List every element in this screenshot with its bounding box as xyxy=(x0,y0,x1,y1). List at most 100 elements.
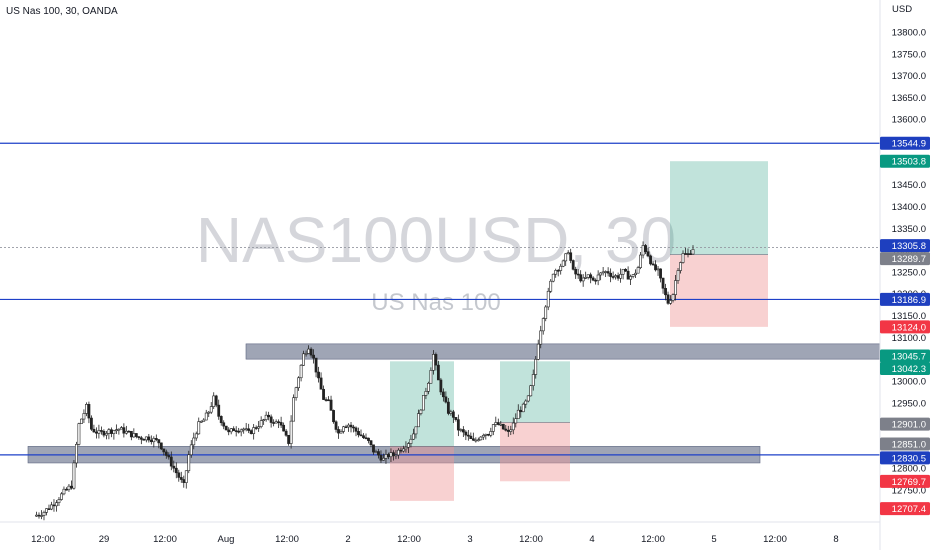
candle-body xyxy=(254,427,258,429)
candle-body xyxy=(541,318,545,332)
candle-body xyxy=(297,377,300,389)
candle-body xyxy=(409,438,413,444)
candle-body xyxy=(207,411,211,414)
candle-body xyxy=(491,424,495,432)
candle-body xyxy=(152,438,156,443)
chart-title: US Nas 100, 30, OANDA xyxy=(6,6,118,17)
candle-body xyxy=(556,270,560,272)
price-badge-3 xyxy=(880,252,930,266)
candle-body xyxy=(57,499,61,503)
candle-body xyxy=(581,277,585,282)
candle-body xyxy=(574,269,578,275)
price-tick-label: 13100.0 xyxy=(892,333,926,344)
candle-body xyxy=(536,343,540,360)
candle-body xyxy=(689,253,692,255)
candle-body xyxy=(451,411,455,418)
price-tick-label: 13150.0 xyxy=(892,311,926,322)
price-tick-label: 13350.0 xyxy=(892,224,926,235)
candle-body xyxy=(641,245,645,256)
candle-body xyxy=(609,272,613,277)
candle-body xyxy=(566,252,570,255)
price-badge-label: 13544.9 xyxy=(892,139,926,150)
candle-body xyxy=(359,434,363,437)
candle-body xyxy=(402,448,405,452)
candle-body xyxy=(407,443,410,448)
candle-body xyxy=(466,434,470,437)
candle-body xyxy=(362,435,365,438)
candle-body xyxy=(322,388,325,400)
candle-body xyxy=(656,268,660,271)
candle-body xyxy=(337,429,340,434)
candle-body xyxy=(589,274,593,279)
time-tick-label: Aug xyxy=(218,534,235,545)
candle-body xyxy=(367,437,370,441)
candle-body xyxy=(312,354,315,359)
candle-body xyxy=(636,267,640,274)
candle-body xyxy=(364,437,368,439)
candle-body xyxy=(302,353,305,366)
candle-body xyxy=(521,403,525,413)
candle-body xyxy=(634,272,637,276)
candle-body xyxy=(559,265,563,271)
candle-body xyxy=(352,426,355,429)
candle-body xyxy=(134,433,138,437)
candle-body xyxy=(392,452,395,456)
candle-body xyxy=(397,449,400,456)
price-badge-8 xyxy=(880,417,930,431)
candle-body xyxy=(606,271,610,274)
candle-body xyxy=(379,454,383,461)
candle-body xyxy=(62,488,66,495)
candle-body xyxy=(436,364,440,381)
candle-body xyxy=(292,397,296,422)
candle-body xyxy=(357,431,360,436)
candle-body xyxy=(509,429,513,432)
candle-body xyxy=(456,419,460,431)
candle-body xyxy=(239,429,243,433)
candle-body xyxy=(179,477,183,480)
candle-body xyxy=(342,426,345,432)
price-badge-1 xyxy=(880,154,930,168)
candle-body xyxy=(284,430,288,436)
candle-body xyxy=(596,274,600,281)
candle-body xyxy=(219,416,223,424)
candle-body xyxy=(619,273,623,279)
candle-body xyxy=(294,387,298,399)
candle-body xyxy=(486,433,490,436)
candle-body xyxy=(414,426,418,435)
price-tick-label: 13250.0 xyxy=(892,267,926,278)
candle-body xyxy=(519,409,523,413)
candle-body xyxy=(526,395,530,402)
candle-body xyxy=(629,276,632,280)
candle-body xyxy=(164,451,168,456)
candle-body xyxy=(671,294,675,301)
candle-body xyxy=(327,399,330,402)
candle-body xyxy=(35,514,38,517)
candle-body xyxy=(60,493,63,500)
candle-body xyxy=(584,277,588,279)
candle-body xyxy=(122,427,126,434)
price-tick-label: 13650.0 xyxy=(892,93,926,104)
candle-body xyxy=(599,272,603,276)
position-2-loss-zone xyxy=(670,254,768,327)
candle-body xyxy=(202,419,206,422)
candle-body xyxy=(419,409,423,414)
candle-body xyxy=(554,270,558,275)
candle-body xyxy=(194,433,198,439)
candle-body xyxy=(127,430,131,433)
candle-body xyxy=(674,280,677,295)
candle-body xyxy=(299,364,303,379)
price-badge-label: 12901.0 xyxy=(892,420,926,431)
price-badge-label: 12851.0 xyxy=(892,439,926,450)
candle-body xyxy=(40,515,43,517)
candle-body xyxy=(404,446,408,450)
candle-body xyxy=(65,488,68,491)
candle-body xyxy=(167,455,171,458)
price-badge-0 xyxy=(880,136,930,150)
candle-body xyxy=(684,253,687,255)
candle-body xyxy=(441,391,445,398)
candle-body xyxy=(624,268,628,272)
candle-body xyxy=(67,485,71,491)
candle-body xyxy=(129,430,133,438)
candle-body xyxy=(579,274,583,282)
